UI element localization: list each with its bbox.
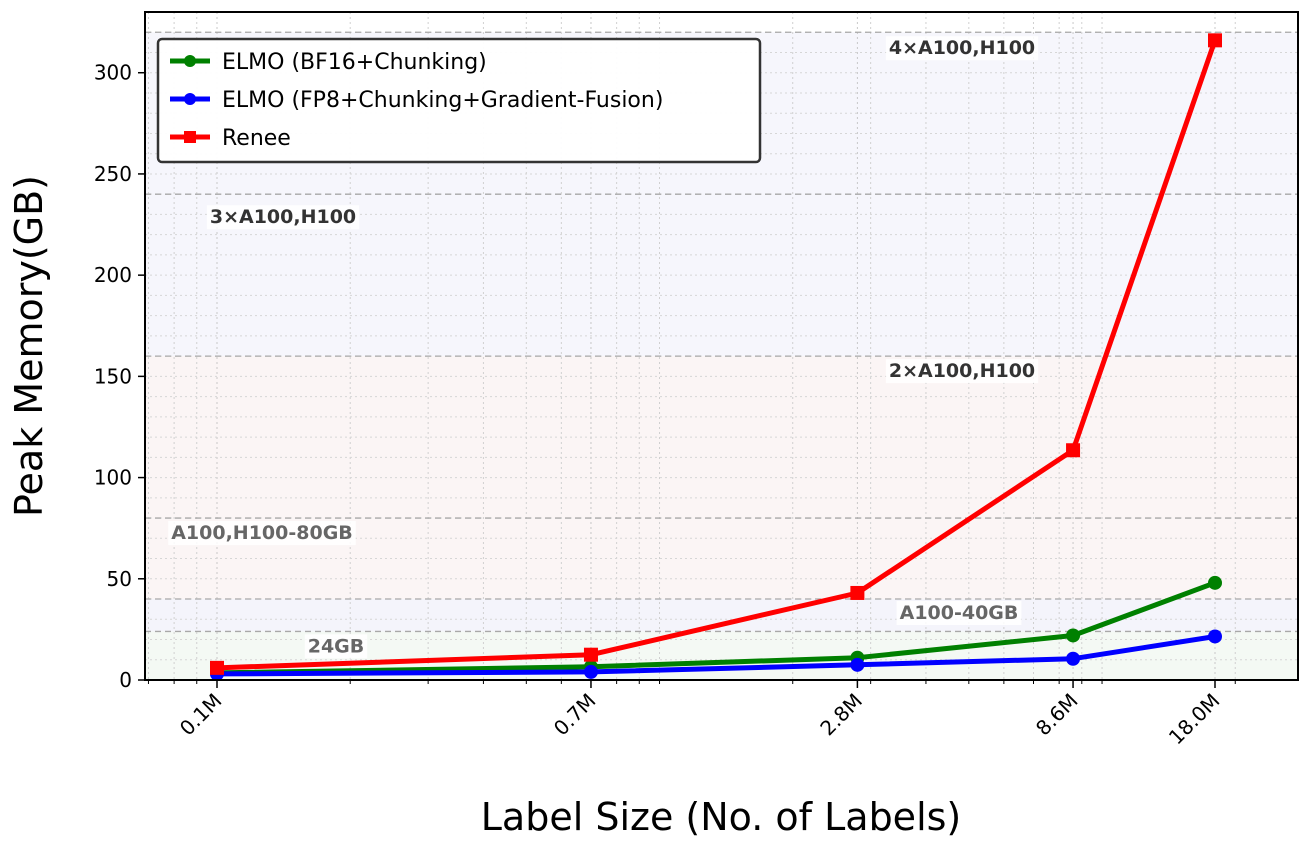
threshold-label-bg-0 xyxy=(304,634,368,659)
threshold-label-group-5: 4×A100,H100 xyxy=(885,36,1039,61)
legend-label-0: ELMO (BF16+Chunking) xyxy=(222,50,487,75)
threshold-label-3: 2×A100,H100 xyxy=(889,360,1035,382)
legend-marker-2 xyxy=(184,131,196,143)
threshold-label-group-3: 2×A100,H100 xyxy=(885,359,1039,384)
x-tick-label-3: 8.6M xyxy=(1031,689,1083,741)
data-point-0-4 xyxy=(1208,575,1222,590)
threshold-label-group-1: A100-40GB xyxy=(896,601,1022,626)
data-point-2-3 xyxy=(1066,443,1081,458)
x-tick-label-2: 2.8M xyxy=(815,689,867,741)
data-point-1-3 xyxy=(1066,651,1081,666)
threshold-label-0: 24GB xyxy=(308,635,365,657)
y-tick-label-3: 150 xyxy=(94,364,132,388)
threshold-label-group-4: 3×A100,H100 xyxy=(206,205,360,230)
threshold-label-group-0: 24GB xyxy=(304,634,368,659)
y-tick-label-6: 300 xyxy=(94,61,132,85)
x-tick-label-4: 18.0M xyxy=(1164,689,1225,750)
threshold-label-4: 3×A100,H100 xyxy=(210,206,356,228)
x-tick-label-1: 0.7M xyxy=(549,689,601,741)
y-tick-label-1: 50 xyxy=(107,567,132,591)
data-point-2-1 xyxy=(583,647,598,662)
y-tick-label-4: 200 xyxy=(94,263,132,287)
data-point-0-3 xyxy=(1066,628,1081,643)
legend-label-1: ELMO (FP8+Chunking+Gradient-Fusion) xyxy=(222,88,663,113)
y-tick-label-5: 250 xyxy=(94,162,132,186)
data-point-2-2 xyxy=(850,585,865,600)
threshold-labels: 24GB A100-40GB A100,H100-80GB 2×A100,H100 3×… xyxy=(168,36,1039,659)
threshold-label-bg-4 xyxy=(206,205,360,230)
threshold-label-2: A100,H100-80GB xyxy=(171,522,353,544)
legend-marker-0 xyxy=(184,55,196,67)
data-point-2-4 xyxy=(1208,33,1222,48)
y-tick-label-2: 100 xyxy=(94,466,132,490)
x-axis-title: Label Size (No. of Labels) xyxy=(481,795,962,839)
legend-label-2: Renee xyxy=(222,126,291,151)
threshold-label-group-2: A100,H100-80GB xyxy=(168,521,356,546)
legend-marker-1 xyxy=(184,93,196,105)
y-tick-label-0: 0 xyxy=(119,668,132,692)
threshold-label-bg-2 xyxy=(168,521,356,546)
series-group xyxy=(210,33,1222,681)
legend-box xyxy=(156,37,762,164)
threshold-label-bg-3 xyxy=(885,359,1039,384)
threshold-label-bg-5 xyxy=(885,36,1039,61)
data-point-1-2 xyxy=(850,657,865,672)
data-point-1-1 xyxy=(583,664,598,679)
x-tick-label-0: 0.1M xyxy=(175,689,227,741)
threshold-label-1: A100-40GB xyxy=(900,602,1019,624)
y-axis-title: Peak Memory(GB) xyxy=(7,175,51,517)
threshold-label-5: 4×A100,H100 xyxy=(889,37,1035,59)
plot-frame xyxy=(144,11,1299,681)
data-point-1-4 xyxy=(1208,629,1222,644)
data-point-2-0 xyxy=(210,660,224,675)
legend: ELMO (BF16+Chunking) ELMO (FP8+Chunking+G… xyxy=(156,37,762,164)
threshold-label-bg-1 xyxy=(896,601,1022,626)
